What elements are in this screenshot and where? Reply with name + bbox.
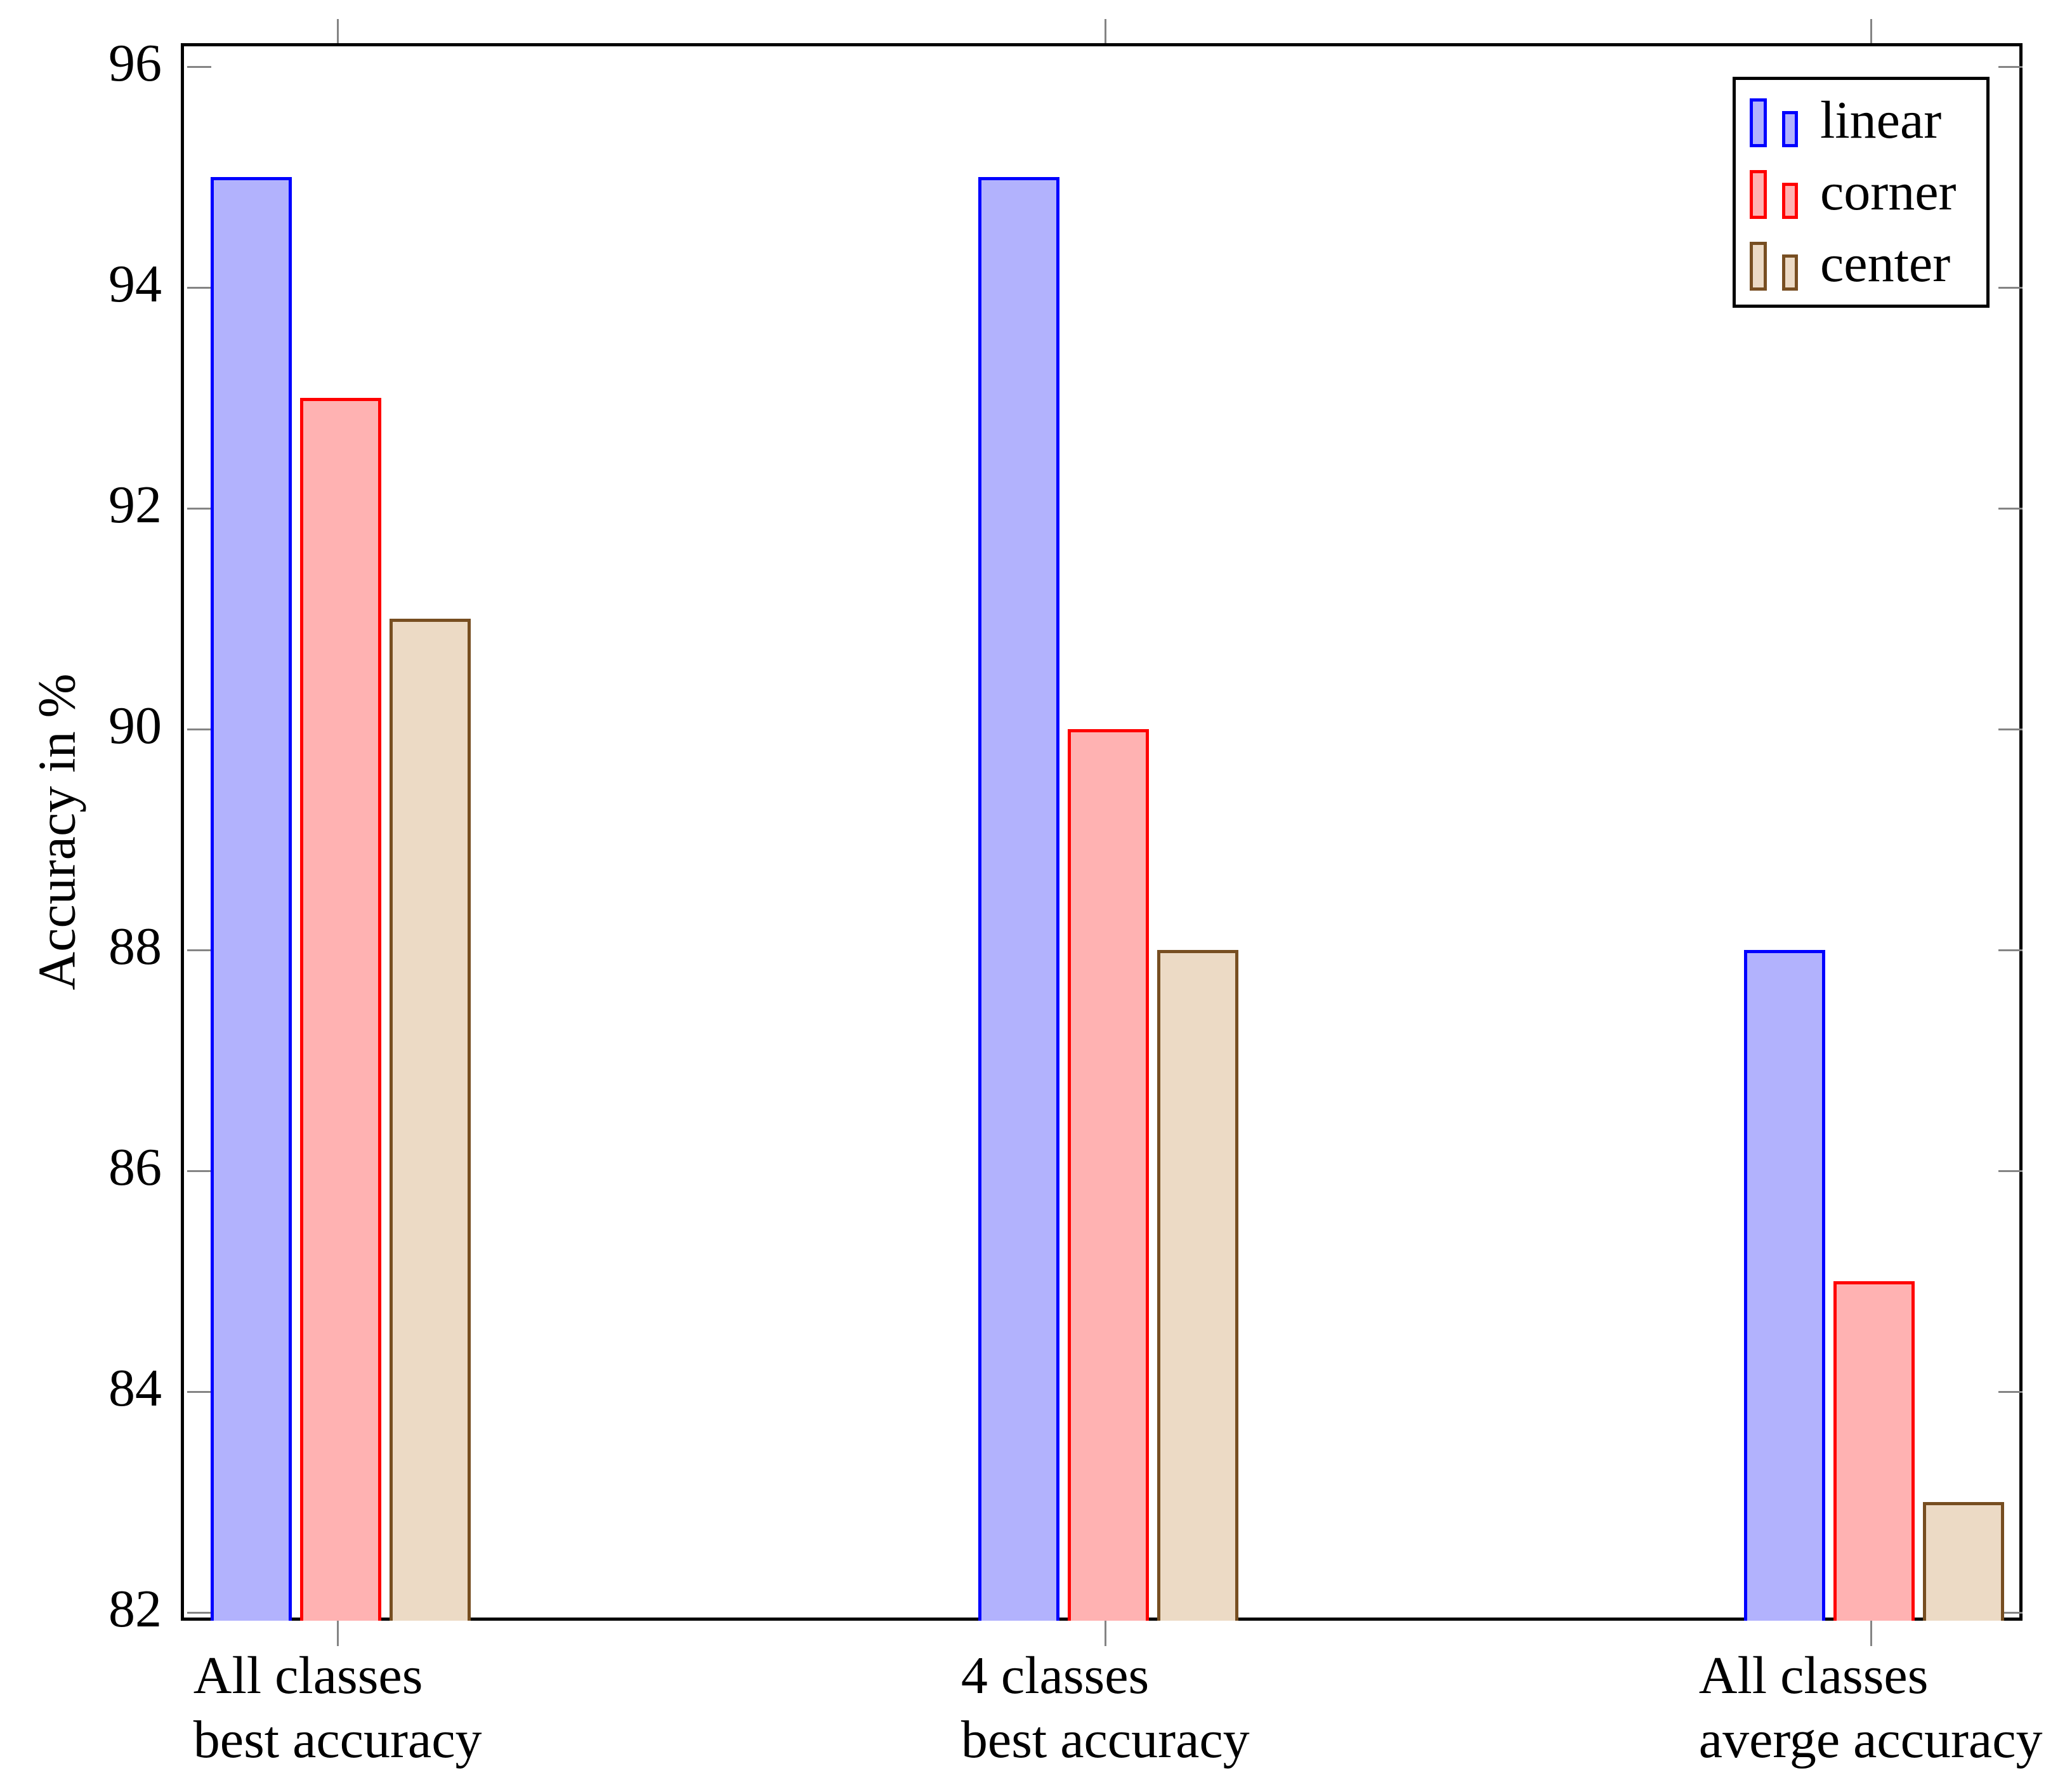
- corner-swatch-icon: [1736, 162, 1820, 223]
- y-tick-line-left: [187, 1611, 211, 1614]
- y-tick-line-left: [187, 949, 211, 951]
- plot-inner-area: [187, 49, 2023, 1621]
- legend-label-linear: linear: [1820, 91, 1942, 150]
- x-tick-line-top: [1870, 19, 1872, 43]
- y-tick-line-right: [1998, 1170, 2023, 1172]
- x-category-label: 4 classes best accuracy: [961, 1644, 1250, 1772]
- y-tick-label: 94: [108, 254, 162, 313]
- legend-label-corner: corner: [1820, 162, 1957, 221]
- bar-linear-group1: [211, 176, 292, 1621]
- x-category-label: All classes best accuracy: [193, 1644, 482, 1772]
- bar-linear-group3: [1743, 949, 1825, 1621]
- y-tick-line-left: [187, 65, 211, 68]
- linear-swatch-icon: [1736, 90, 1820, 151]
- x-tick-line-bottom: [1870, 1621, 1872, 1646]
- bar-center-group3: [1922, 1501, 2004, 1621]
- y-tick-label: 96: [108, 33, 162, 93]
- y-tick-line-left: [187, 286, 211, 289]
- x-category-label: All classes averge accuracy: [1699, 1644, 2043, 1772]
- x-category-label-line: All classes: [1698, 1646, 1929, 1705]
- bar-center-group2: [1157, 949, 1239, 1621]
- legend-swatch-tall: [1750, 170, 1767, 219]
- y-tick-line-left: [187, 1390, 211, 1393]
- y-tick-label: 82: [108, 1579, 162, 1638]
- plot-area: [181, 43, 2023, 1621]
- legend-row-center: center: [1736, 230, 1986, 298]
- y-tick-line-left: [187, 1170, 211, 1172]
- y-tick-line-left: [187, 728, 211, 730]
- legend-row-corner: corner: [1736, 159, 1986, 226]
- legend: linear corner center: [1733, 77, 1990, 308]
- x-category-label-line: All classes: [193, 1646, 423, 1705]
- bar-center-group1: [390, 618, 471, 1621]
- legend-swatch-short: [1782, 254, 1798, 291]
- y-tick-line-right: [1998, 286, 2023, 289]
- y-tick-line-left: [187, 507, 211, 510]
- legend-swatch-short: [1782, 183, 1798, 219]
- x-category-label-line: best accuracy: [961, 1710, 1250, 1769]
- y-tick-line-right: [1998, 949, 2023, 951]
- legend-label-center: center: [1820, 234, 1951, 293]
- x-tick-line-bottom: [1105, 1621, 1107, 1646]
- x-tick-line-top: [337, 19, 339, 43]
- y-tick-label: 92: [108, 475, 162, 534]
- x-category-label-line: 4 classes: [961, 1646, 1150, 1705]
- bar-corner-group1: [300, 397, 382, 1621]
- bar-corner-group3: [1833, 1281, 1915, 1621]
- y-tick-line-right: [1998, 1611, 2023, 1614]
- y-tick-line-right: [1998, 728, 2023, 730]
- legend-swatch-short: [1782, 111, 1798, 147]
- y-tick-label: 88: [108, 916, 162, 976]
- legend-swatch-tall: [1750, 98, 1767, 147]
- x-tick-line-top: [1105, 19, 1107, 43]
- bar-corner-group2: [1068, 728, 1150, 1621]
- x-category-label-line: best accuracy: [193, 1710, 482, 1769]
- x-tick-line-bottom: [337, 1621, 339, 1646]
- y-tick-line-right: [1998, 65, 2023, 68]
- y-tick-line-right: [1998, 1390, 2023, 1393]
- y-tick-label: 86: [108, 1137, 162, 1197]
- center-swatch-icon: [1736, 234, 1820, 294]
- x-category-label-line: averge accuracy: [1698, 1710, 2043, 1769]
- bar-linear-group2: [978, 176, 1060, 1621]
- y-tick-label: 90: [108, 695, 162, 755]
- y-tick-line-right: [1998, 507, 2023, 510]
- y-tick-label: 84: [108, 1358, 162, 1418]
- legend-row-linear: linear: [1736, 87, 1986, 154]
- legend-swatch-tall: [1750, 242, 1767, 291]
